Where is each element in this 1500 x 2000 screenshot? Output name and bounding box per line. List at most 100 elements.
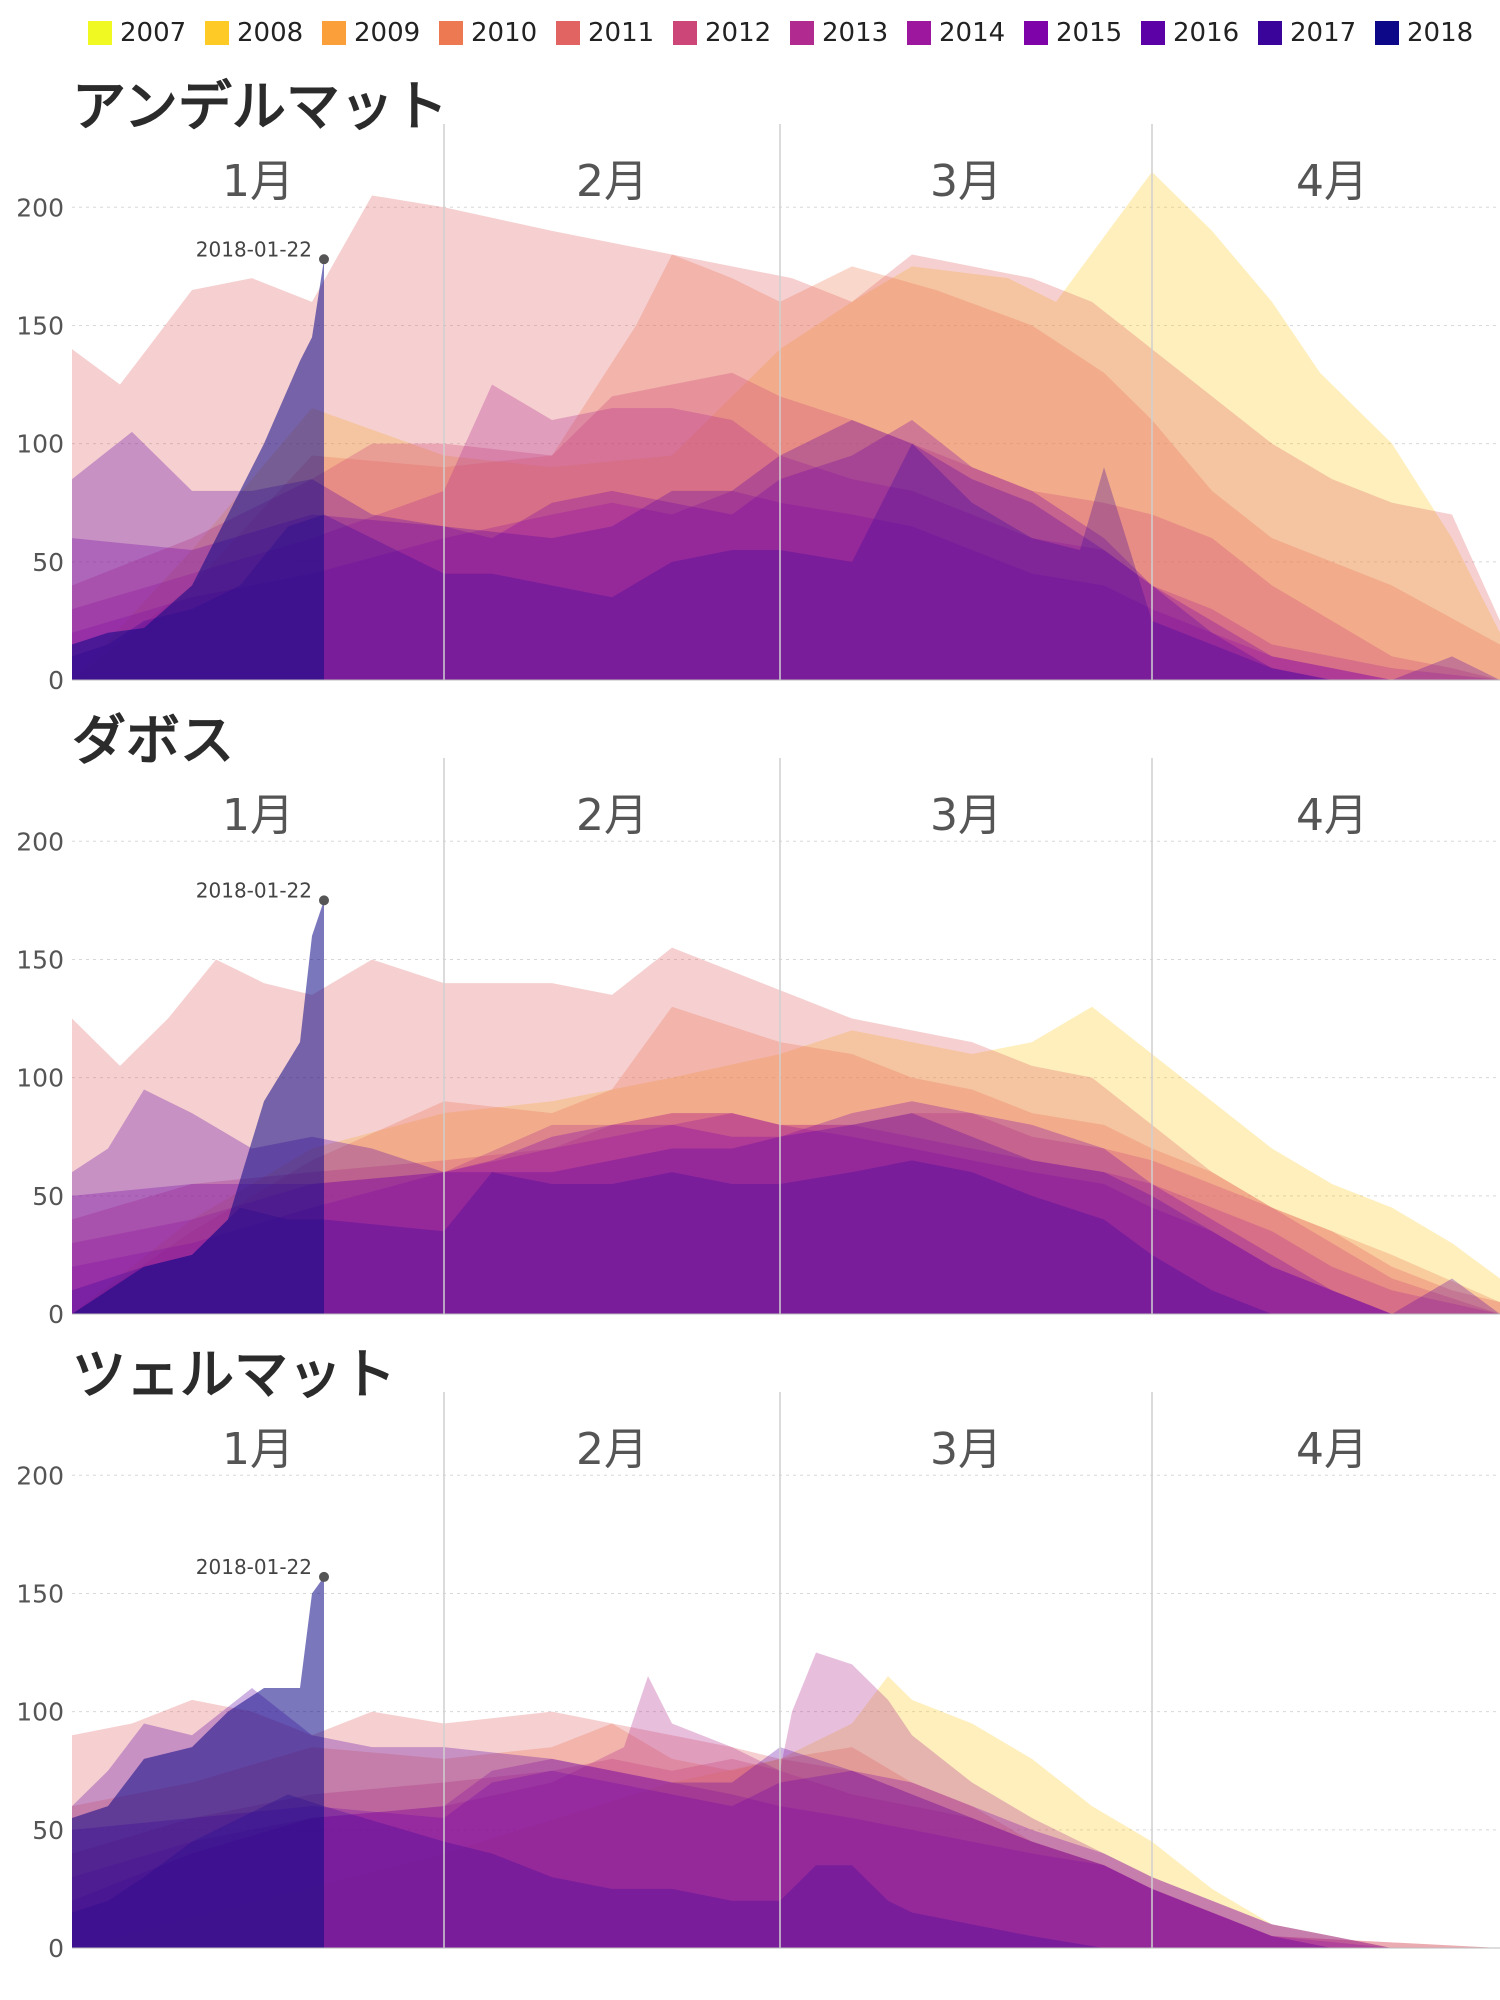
month-label: 1月 — [222, 790, 294, 841]
y-tick-label: 0 — [48, 1934, 64, 1963]
legend-label: 2016 — [1173, 18, 1240, 48]
y-tick-label: 50 — [32, 1182, 64, 1211]
area-series-2016 — [72, 420, 1500, 680]
legend-label: 2011 — [588, 18, 655, 48]
legend-item: 2012 — [673, 14, 790, 52]
area-series-2017 — [72, 443, 1500, 680]
legend-item: 2011 — [556, 14, 673, 52]
legend-swatch — [1024, 21, 1048, 45]
month-label: 3月 — [930, 790, 1002, 841]
month-label: 3月 — [930, 1424, 1002, 1475]
area-series-2011 — [72, 195, 1500, 681]
month-label: 2月 — [576, 1424, 648, 1475]
legend-label: 2012 — [705, 18, 772, 48]
legend-label: 2018 — [1407, 18, 1474, 48]
month-label: 4月 — [1296, 790, 1368, 841]
y-tick-label: 100 — [16, 1064, 64, 1093]
panel-davos: ダボス 0 50 100 150 200 1月 2月 3月 4月 2018-01-22 — [0, 696, 1500, 1330]
area-series-2010 — [72, 1006, 1500, 1314]
panel-title: アンデルマット — [72, 75, 448, 138]
month-label: 4月 — [1296, 1424, 1368, 1475]
area-series-2017 — [72, 1794, 1500, 1948]
y-tick-label: 0 — [48, 1300, 64, 1329]
area-chart: 0 50 100 150 200 1月 2月 3月 4月 2018-01-22 — [16, 758, 1500, 1329]
legend-item: 2010 — [439, 14, 556, 52]
legend-swatch — [673, 21, 697, 45]
annotation-marker — [319, 895, 329, 906]
legend-label: 2014 — [939, 18, 1006, 48]
y-tick-label: 0 — [48, 666, 64, 695]
legend-swatch — [205, 21, 229, 45]
month-label: 2月 — [576, 156, 648, 207]
legend-item: 2009 — [322, 14, 439, 52]
area-series-2012 — [72, 1113, 1500, 1314]
legend-label: 2010 — [471, 18, 538, 48]
area-series-2013 — [72, 1652, 1500, 1948]
panel-title: ダボス — [72, 709, 234, 772]
y-tick-label: 100 — [16, 1698, 64, 1727]
legend-swatch — [88, 21, 112, 45]
panel-andermatt: アンデルマット 0 50 100 150 200 1月 2月 3月 4月 2018-01-22 — [0, 62, 1500, 696]
panel-title: ツェルマット — [72, 1343, 396, 1406]
area-series-2015 — [72, 420, 1500, 680]
area-series-2011 — [72, 947, 1500, 1314]
area-series-2008 — [72, 171, 1500, 680]
area-series-2013 — [72, 1113, 1500, 1314]
month-label: 4月 — [1296, 156, 1368, 207]
y-tick-label: 200 — [16, 193, 64, 222]
y-tick-label: 200 — [16, 1461, 64, 1490]
month-label: 2月 — [576, 790, 648, 841]
y-tick-label: 50 — [32, 548, 64, 577]
area-series-2014 — [72, 490, 1500, 680]
legend-swatch — [1375, 21, 1399, 45]
area-series-2018 — [72, 259, 324, 680]
area-series-2010 — [72, 1723, 1500, 1948]
legend-swatch — [790, 21, 814, 45]
area-series-2013 — [72, 384, 1500, 680]
legend-item: 2014 — [907, 14, 1024, 52]
area-series-2016 — [72, 1089, 1500, 1314]
legend-item: 2017 — [1258, 14, 1375, 52]
legend-item: 2018 — [1375, 14, 1492, 52]
area-series-2015 — [72, 1770, 1500, 1948]
y-tick-label: 150 — [16, 945, 64, 974]
chart-legend: 2007 2008 2009 2010 2011 2012 2013 2014 2015 2016… — [88, 14, 1493, 52]
area-series-2012 — [72, 1758, 1500, 1948]
y-tick-label: 150 — [16, 1579, 64, 1608]
area-series-2008 — [72, 1006, 1500, 1314]
legend-swatch — [322, 21, 346, 45]
legend-item: 2007 — [88, 14, 205, 52]
y-tick-label: 150 — [16, 311, 64, 340]
area-series-2014 — [72, 1113, 1500, 1314]
y-tick-label: 200 — [16, 827, 64, 856]
legend-swatch — [1258, 21, 1282, 45]
legend-swatch — [439, 21, 463, 45]
legend-label: 2009 — [354, 18, 421, 48]
area-series-2012 — [72, 372, 1500, 680]
area-series-2015 — [72, 1101, 1500, 1314]
area-series-2018 — [72, 900, 324, 1314]
legend-swatch — [1141, 21, 1165, 45]
area-chart: 0 50 100 150 200 1月 2月 3月 4月 2018-01-22 — [16, 124, 1500, 695]
annotation-label: 2018-01-22 — [196, 237, 312, 261]
annotation-marker — [319, 254, 329, 265]
area-chart: 0 50 100 150 200 1月 2月 3月 4月 2018-01-22 — [16, 1392, 1500, 1963]
area-series-2010 — [72, 254, 1500, 680]
legend-swatch — [556, 21, 580, 45]
legend-item: 2016 — [1141, 14, 1258, 52]
legend-label: 2015 — [1056, 18, 1123, 48]
annotation-label: 2018-01-22 — [196, 878, 312, 902]
legend-item: 2013 — [790, 14, 907, 52]
area-series-2017 — [72, 1160, 1500, 1314]
legend-swatch — [907, 21, 931, 45]
annotation-label: 2018-01-22 — [196, 1555, 312, 1579]
month-label: 1月 — [222, 156, 294, 207]
annotation-marker — [319, 1571, 329, 1582]
area-series-2016 — [72, 1688, 1500, 1948]
legend-item: 2008 — [205, 14, 322, 52]
area-series-2008 — [72, 1676, 1500, 1948]
legend-label: 2013 — [822, 18, 889, 48]
area-series-2014 — [72, 1758, 1500, 1948]
area-series-2018 — [72, 1576, 324, 1948]
month-label: 1月 — [222, 1424, 294, 1475]
